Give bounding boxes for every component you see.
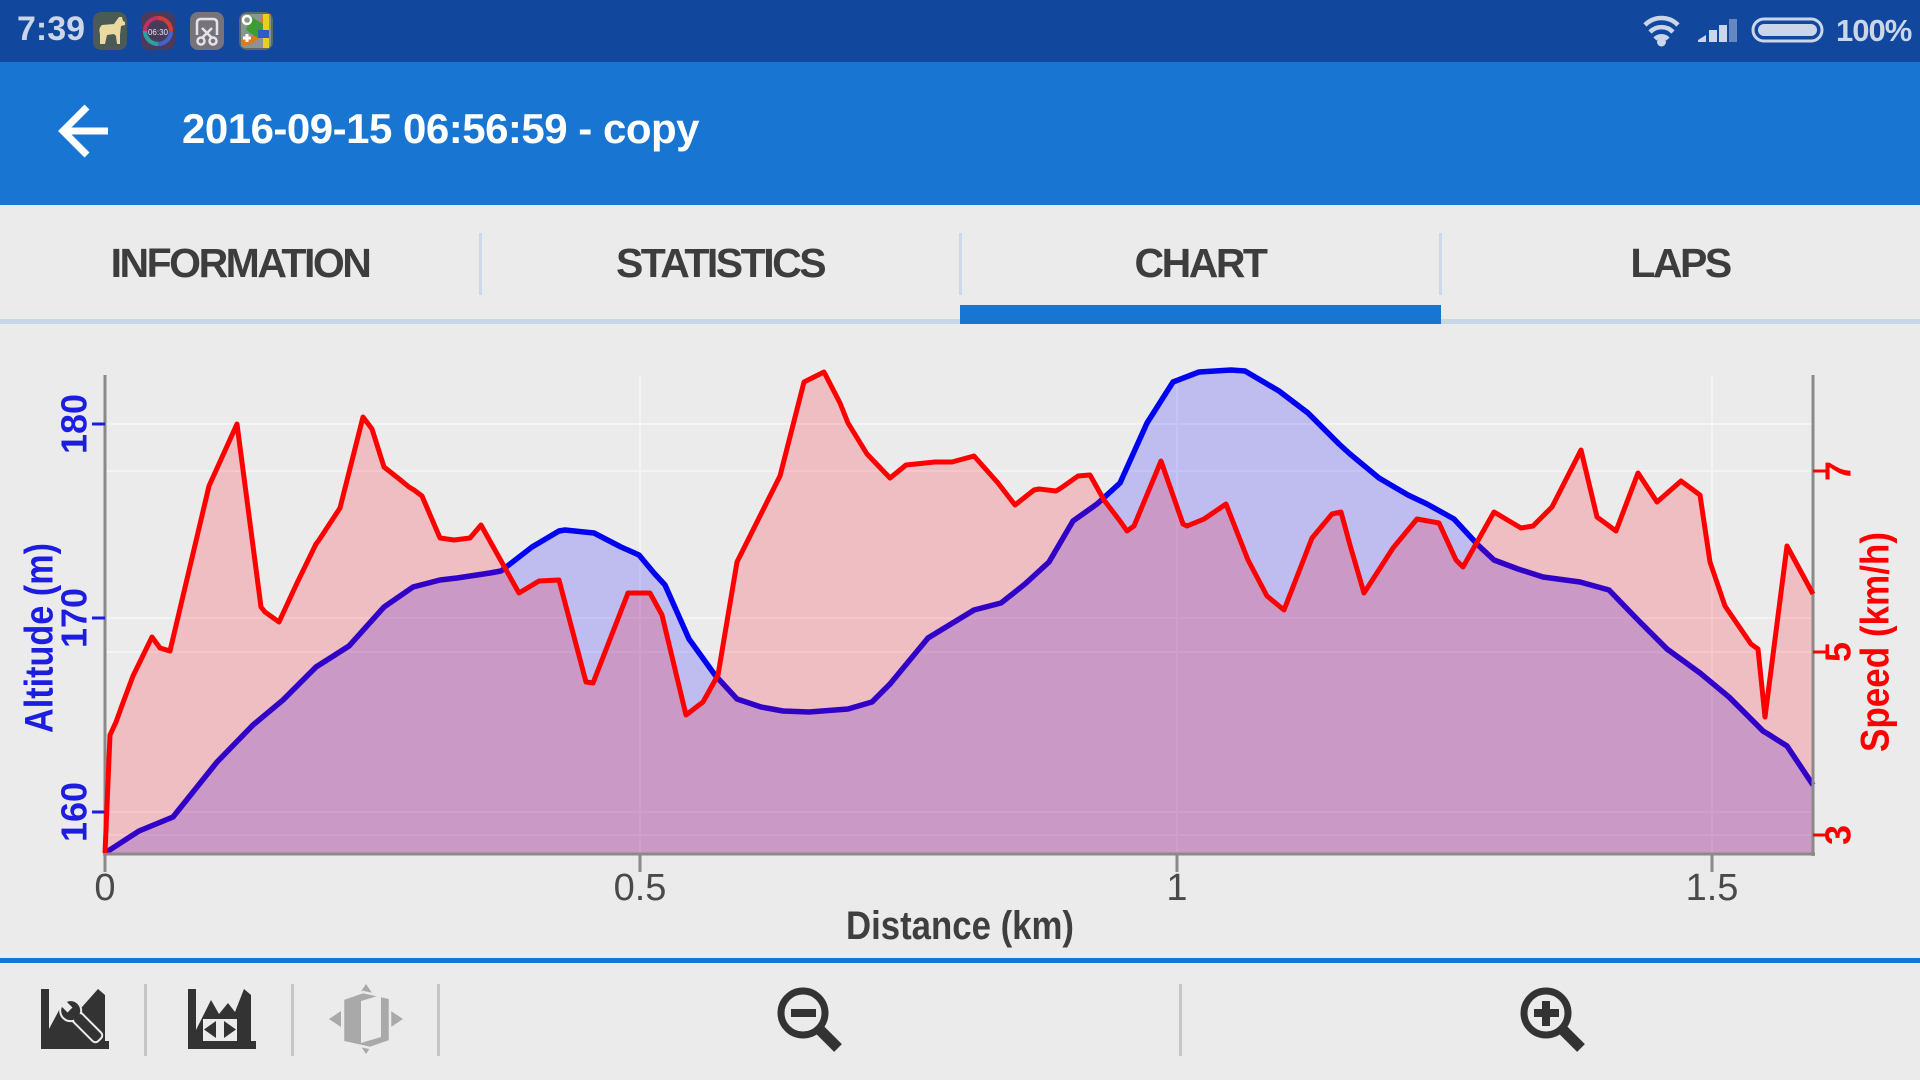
- svg-text:160: 160: [54, 782, 95, 842]
- svg-text:1: 1: [1166, 867, 1187, 909]
- svg-text:5: 5: [1818, 642, 1859, 662]
- svg-text:1.5: 1.5: [1686, 867, 1739, 909]
- svg-text:06:30: 06:30: [148, 28, 169, 37]
- svg-text:3: 3: [1818, 825, 1859, 845]
- svg-text:170: 170: [54, 588, 95, 648]
- svg-text:7: 7: [1818, 461, 1859, 481]
- svg-text:0.5: 0.5: [614, 867, 667, 909]
- svg-text:Distance (km): Distance (km): [846, 904, 1074, 948]
- svg-text:Altitude (m): Altitude (m): [18, 543, 62, 733]
- svg-text:0: 0: [94, 867, 115, 909]
- svg-text:Speed (km/h): Speed (km/h): [1854, 532, 1898, 752]
- svg-text:180: 180: [54, 394, 95, 454]
